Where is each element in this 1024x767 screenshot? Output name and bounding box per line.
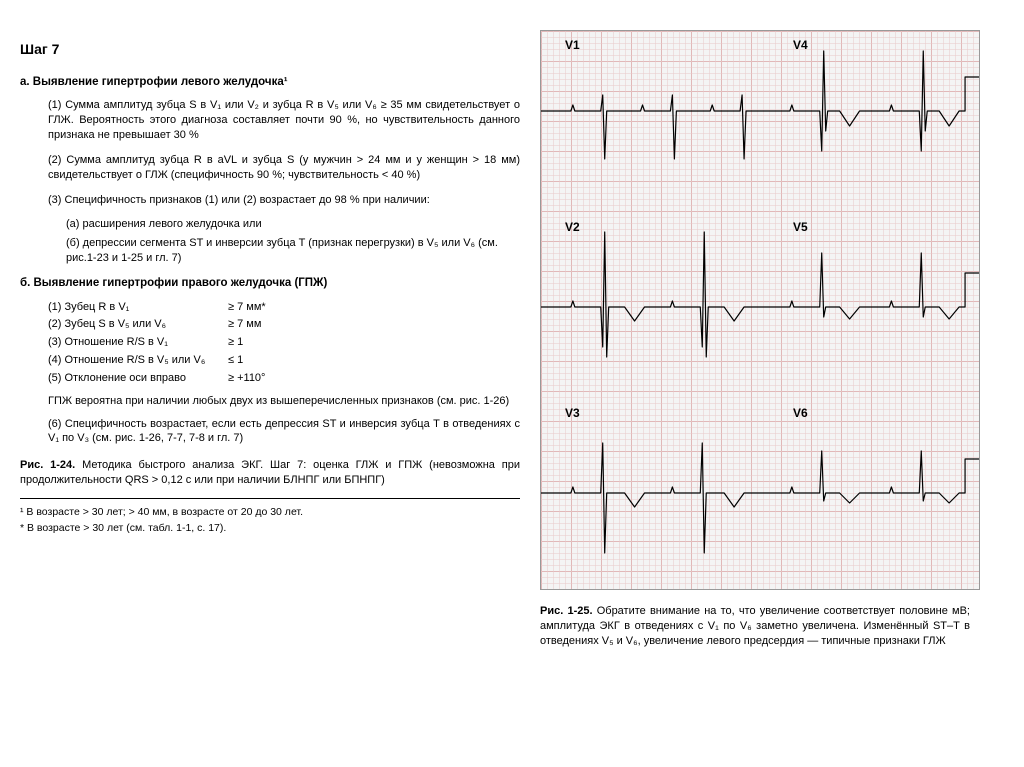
criteria-label: (1) Зубец R в V₁ (48, 300, 228, 315)
lead-label-v4: V4 (793, 37, 808, 53)
criteria-row: (3) Отношение R/S в V₁ ≥ 1 (48, 335, 520, 350)
step-title: Шаг 7 (20, 40, 520, 59)
criteria-row: (4) Отношение R/S в V₅ или V₆ ≤ 1 (48, 353, 520, 368)
ecg-trace (541, 443, 979, 553)
note-1: ГПЖ вероятна при наличии любых двух из в… (48, 394, 520, 409)
figure-number: Рис. 1-24. (20, 459, 75, 471)
criteria-value: ≥ 7 мм (228, 317, 308, 332)
criteria-label: (2) Зубец S в V₅ или V₆ (48, 317, 228, 332)
right-figure-column: V1 V4 V2 V5 V3 V6 Рис. (540, 0, 1024, 767)
item-a1: (1) Сумма амплитуд зубца S в V₁ или V₂ и… (48, 98, 520, 143)
figure-number: Рис. 1-25. (540, 605, 593, 617)
ecg-trace (541, 51, 979, 159)
figure-1-24-caption: Рис. 1-24. Методика быстрого анализа ЭКГ… (20, 458, 520, 488)
ecg-trace (541, 232, 979, 357)
criteria-value: ≥ +110° (228, 371, 308, 386)
figure-text: Обратите внимание на то, что увеличение … (540, 605, 970, 647)
section-b-head: б. Выявление гипертрофии правого желудоч… (20, 276, 520, 292)
footnotes: ¹ В возрасте > 30 лет; > 40 мм, в возрас… (20, 498, 520, 535)
item-a3: (3) Специфичность признаков (1) или (2) … (48, 193, 520, 208)
ecg-strip-row-3 (541, 403, 979, 589)
figure-1-25-caption: Рис. 1-25. Обратите внимание на то, что … (540, 604, 970, 649)
ecg-strip-row-1 (541, 31, 979, 217)
lead-label-v5: V5 (793, 219, 808, 235)
lead-label-v1: V1 (565, 37, 580, 53)
ecg-strip-row-2 (541, 217, 979, 403)
footnote: * В возрасте > 30 лет (см. табл. 1-1, с.… (20, 521, 520, 535)
figure-text: Методика быстрого анализа ЭКГ. Шаг 7: оц… (20, 459, 520, 486)
section-a-head: а. Выявление гипертрофии левого желудочк… (20, 75, 520, 91)
lead-label-v2: V2 (565, 219, 580, 235)
criteria-label: (4) Отношение R/S в V₅ или V₆ (48, 353, 228, 368)
subitem-b: (б) депрессии сегмента ST и инверсии зуб… (66, 236, 520, 266)
criteria-value: ≥ 1 (228, 335, 308, 350)
lead-label-v3: V3 (565, 405, 580, 421)
lead-label-v6: V6 (793, 405, 808, 421)
footnote: ¹ В возрасте > 30 лет; > 40 мм, в возрас… (20, 505, 520, 519)
criteria-value: ≥ 7 мм* (228, 300, 308, 315)
item-a2: (2) Сумма амплитуд зубца R в aVL и зубца… (48, 153, 520, 183)
criteria-row: (2) Зубец S в V₅ или V₆ ≥ 7 мм (48, 317, 520, 332)
subitem-a: (а) расширения левого желудочка или (66, 217, 520, 232)
criteria-row: (5) Отклонение оси вправо ≥ +110° (48, 371, 520, 386)
note-2: (6) Специфичность возрастает, если есть … (48, 417, 520, 447)
criteria-value: ≤ 1 (228, 353, 308, 368)
criteria-row: (1) Зубец R в V₁ ≥ 7 мм* (48, 300, 520, 315)
criteria-label: (5) Отклонение оси вправо (48, 371, 228, 386)
criteria-label: (3) Отношение R/S в V₁ (48, 335, 228, 350)
left-text-column: Шаг 7 а. Выявление гипертрофии левого же… (0, 0, 540, 767)
ecg-figure: V1 V4 V2 V5 V3 V6 (540, 30, 980, 590)
